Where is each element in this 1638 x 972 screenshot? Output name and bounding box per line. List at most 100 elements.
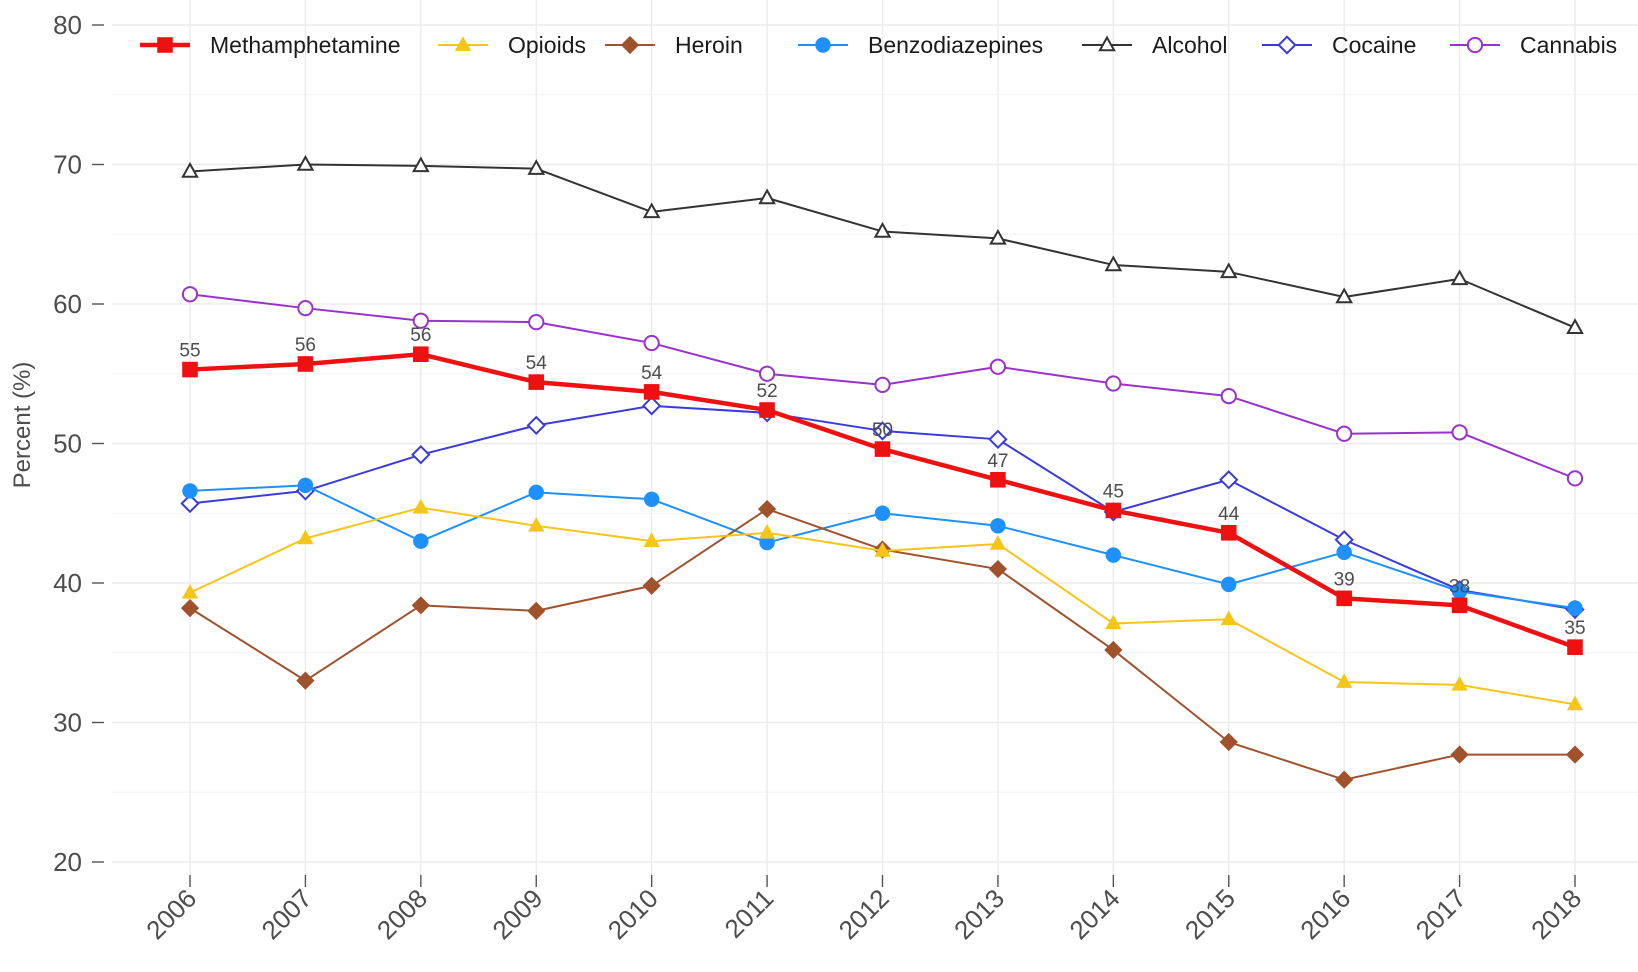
point-methamphetamine (1336, 590, 1352, 607)
data-label-methamphetamine: 38 (1449, 576, 1470, 597)
point-alcohol (758, 188, 776, 205)
y-tick-label: 70 (53, 150, 82, 180)
point-heroin (757, 499, 777, 519)
y-tick-label: 40 (53, 568, 82, 598)
point-alcohol (1335, 287, 1353, 304)
point-heroin (411, 596, 430, 615)
point-heroin (1450, 745, 1469, 764)
x-tick-label: 2008 (371, 883, 433, 945)
point-opioids (1451, 676, 1468, 691)
x-tick-label: 2012 (833, 883, 895, 945)
point-cannabis (528, 314, 545, 331)
point-opioids (1220, 610, 1237, 626)
point-alcohol (527, 159, 546, 175)
point-benzodiazepines (874, 505, 891, 521)
point-benzodiazepines (1105, 547, 1122, 563)
point-heroin (180, 599, 200, 618)
data-label-methamphetamine: 39 (1334, 569, 1355, 590)
x-tick-label: 2018 (1525, 883, 1587, 945)
y-tick-label: 20 (53, 847, 82, 877)
point-methamphetamine (413, 346, 429, 363)
legend-label: Methamphetamine (210, 32, 401, 58)
point-benzodiazepines (1221, 576, 1237, 593)
point-cocaine (988, 429, 1008, 449)
point-alcohol (1566, 318, 1584, 334)
data-label-methamphetamine: 54 (641, 363, 663, 384)
x-tick-label: 2007 (256, 883, 318, 945)
legend: Methamphetamine Opioids Heroin Benzodiazepi… (140, 32, 1617, 58)
point-alcohol (1104, 255, 1123, 272)
point-opioids (643, 532, 660, 548)
legend-swatch-marker (815, 37, 831, 53)
point-opioids (1105, 614, 1122, 630)
data-label-methamphetamine: 47 (987, 451, 1008, 472)
legend-swatch-marker (454, 36, 472, 51)
point-cannabis (1220, 387, 1237, 405)
legend-swatch-marker (1277, 35, 1297, 55)
point-alcohol (181, 161, 199, 178)
point-methamphetamine (182, 361, 198, 378)
x-tick-label: 2015 (1179, 883, 1241, 945)
point-opioids (297, 529, 314, 545)
point-alcohol (1219, 262, 1238, 279)
point-methamphetamine (297, 356, 314, 372)
legend-item-benzodiazepines: Benzodiazepines (798, 32, 1043, 58)
point-opioids (181, 584, 199, 599)
x-tick-label: 2017 (1410, 883, 1472, 945)
point-opioids (528, 517, 545, 532)
point-opioids (758, 524, 776, 539)
point-opioids (412, 498, 429, 514)
point-heroin (1104, 640, 1123, 660)
legend-label: Cannabis (1520, 32, 1617, 58)
data-label-methamphetamine: 55 (179, 341, 200, 362)
point-methamphetamine (528, 374, 545, 390)
point-cannabis (874, 376, 891, 394)
point-methamphetamine (643, 384, 660, 400)
point-benzodiazepines (990, 518, 1006, 534)
y-tick-label: 60 (53, 289, 82, 319)
point-cannabis (181, 286, 199, 303)
point-cannabis (989, 358, 1007, 375)
x-tick-label: 2011 (719, 883, 780, 944)
point-benzodiazepines (182, 483, 198, 499)
point-heroin (527, 601, 546, 620)
y-tick-label: 50 (53, 429, 82, 459)
legend-item-opioids: Opioids (438, 32, 586, 58)
x-tick-label: 2014 (1063, 883, 1125, 945)
point-alcohol (989, 228, 1007, 245)
point-benzodiazepines (643, 491, 660, 508)
series-methamphetamine (182, 346, 1583, 655)
x-tick-label: 2006 (140, 883, 202, 945)
data-label-methamphetamine: 56 (410, 325, 431, 346)
legend-label: Benzodiazepines (868, 32, 1043, 58)
legend-swatch-marker (1466, 36, 1484, 54)
x-tick-label: 2009 (486, 883, 548, 945)
data-label-methamphetamine: 50 (872, 420, 893, 441)
legend-item-cannabis: Cannabis (1450, 32, 1617, 58)
point-cannabis (1451, 424, 1468, 441)
point-heroin (988, 559, 1008, 579)
point-heroin (1219, 732, 1238, 752)
legend-label: Cocaine (1332, 32, 1416, 58)
point-heroin (1565, 745, 1585, 764)
point-methamphetamine (1451, 597, 1468, 614)
series-opioids (181, 498, 1584, 711)
data-label-methamphetamine: 45 (1103, 481, 1124, 502)
data-label-methamphetamine: 35 (1564, 618, 1585, 639)
series (180, 154, 1585, 789)
point-methamphetamine (1567, 639, 1583, 655)
point-heroin (1335, 770, 1354, 789)
point-alcohol (412, 156, 430, 173)
legend-label: Opioids (508, 32, 586, 58)
y-tick-label: 30 (53, 708, 82, 738)
point-benzodiazepines (528, 484, 544, 501)
point-cannabis (1105, 375, 1122, 392)
point-methamphetamine (990, 471, 1006, 488)
legend-item-cocaine: Cocaine (1262, 32, 1416, 58)
point-alcohol (642, 202, 661, 219)
point-opioids (989, 535, 1007, 550)
point-benzodiazepines (1567, 600, 1583, 616)
legend-item-methamphetamine: Methamphetamine (140, 32, 401, 58)
point-cocaine (526, 415, 546, 436)
